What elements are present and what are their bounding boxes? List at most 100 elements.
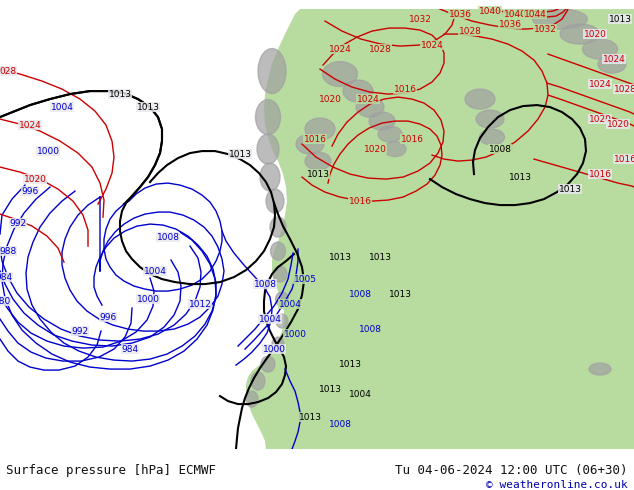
Text: 1013: 1013 [136,102,160,112]
Text: 1005: 1005 [294,274,316,284]
Text: 028: 028 [0,67,16,75]
Text: 1013: 1013 [559,185,581,194]
Text: 1016: 1016 [394,85,417,94]
Text: 1020: 1020 [318,95,342,103]
Ellipse shape [598,55,626,73]
Ellipse shape [305,118,335,140]
Text: 1004: 1004 [51,102,74,112]
Text: 1020: 1020 [583,29,607,39]
Text: 1016: 1016 [349,196,372,206]
Text: © weatheronline.co.uk: © weatheronline.co.uk [486,480,628,490]
Polygon shape [300,9,463,39]
Ellipse shape [251,372,265,390]
Text: 1013: 1013 [299,413,321,421]
Ellipse shape [465,89,495,109]
Ellipse shape [583,39,618,59]
Ellipse shape [533,9,588,29]
Text: 1012: 1012 [188,299,211,309]
Text: 1013: 1013 [609,15,631,24]
Text: 1008: 1008 [157,233,179,242]
Text: 1000: 1000 [136,294,160,304]
Text: 992: 992 [10,219,27,227]
Text: 1020: 1020 [363,145,387,153]
Text: 980: 980 [0,296,11,306]
Ellipse shape [276,292,288,306]
Ellipse shape [266,189,284,213]
Ellipse shape [296,134,324,154]
Text: 1024: 1024 [603,54,625,64]
Ellipse shape [260,163,280,191]
Text: 1008: 1008 [349,290,372,298]
Text: 1036: 1036 [448,10,472,19]
Text: 1028: 1028 [458,26,481,36]
Ellipse shape [271,242,285,260]
Text: 1004: 1004 [143,267,167,275]
Text: 992: 992 [72,326,89,336]
Text: 1024: 1024 [420,41,443,49]
Text: 1013: 1013 [228,149,252,159]
Ellipse shape [560,24,600,44]
Ellipse shape [256,99,280,135]
Text: 1040: 1040 [503,10,526,19]
Text: 1013: 1013 [339,360,361,368]
Ellipse shape [257,134,279,164]
Ellipse shape [276,314,288,328]
Text: 1040: 1040 [479,6,501,16]
Ellipse shape [589,363,611,375]
Text: 1013: 1013 [108,90,131,98]
Text: 1044: 1044 [524,10,547,19]
Text: 1024: 1024 [18,121,41,129]
Text: 1032: 1032 [408,15,432,24]
Text: 1024: 1024 [356,95,379,103]
Text: 1008: 1008 [358,324,382,334]
Text: 1004: 1004 [278,299,301,309]
Ellipse shape [323,62,358,87]
Text: 984: 984 [122,344,139,354]
Text: 1004: 1004 [259,315,281,323]
Text: Surface pressure [hPa] ECMWF: Surface pressure [hPa] ECMWF [6,464,216,477]
Text: 1020: 1020 [23,174,46,184]
Ellipse shape [270,217,286,237]
Text: 1028: 1028 [368,45,391,53]
Text: Tu 04-06-2024 12:00 UTC (06+30): Tu 04-06-2024 12:00 UTC (06+30) [395,464,628,477]
Ellipse shape [479,129,505,145]
Text: 1013: 1013 [306,170,330,178]
Ellipse shape [378,126,402,142]
Text: 1013: 1013 [328,252,351,262]
Text: 1020: 1020 [588,115,611,123]
Text: 1016: 1016 [304,135,327,144]
Ellipse shape [258,49,286,94]
Text: 996: 996 [100,313,117,321]
Text: 1020: 1020 [607,120,630,128]
Text: 1013: 1013 [368,252,392,262]
Ellipse shape [305,152,331,170]
Text: 1024: 1024 [328,45,351,53]
Ellipse shape [261,356,275,372]
Ellipse shape [343,80,373,102]
Ellipse shape [272,337,284,351]
Text: 1032: 1032 [534,24,557,34]
Text: 1013: 1013 [508,172,531,182]
Text: 988: 988 [0,246,16,256]
Text: 996: 996 [22,187,39,196]
Text: 1000: 1000 [37,147,60,156]
Text: 1013: 1013 [318,385,342,393]
Text: 1028: 1028 [614,85,634,94]
Ellipse shape [246,391,258,407]
Ellipse shape [356,97,384,117]
Text: 1016: 1016 [614,154,634,164]
Ellipse shape [369,112,395,130]
Text: 1024: 1024 [588,79,611,89]
Text: 1000: 1000 [262,344,285,354]
Text: 1013: 1013 [389,290,411,298]
Ellipse shape [476,110,504,128]
Text: 1000: 1000 [283,330,306,339]
Text: 1008: 1008 [328,419,351,429]
Text: 1016: 1016 [588,170,612,178]
Text: 1008: 1008 [254,280,276,289]
Text: 984: 984 [0,272,13,282]
Text: 1016: 1016 [401,135,424,144]
Polygon shape [246,9,634,449]
Ellipse shape [273,266,287,282]
Text: 1008: 1008 [489,145,512,153]
